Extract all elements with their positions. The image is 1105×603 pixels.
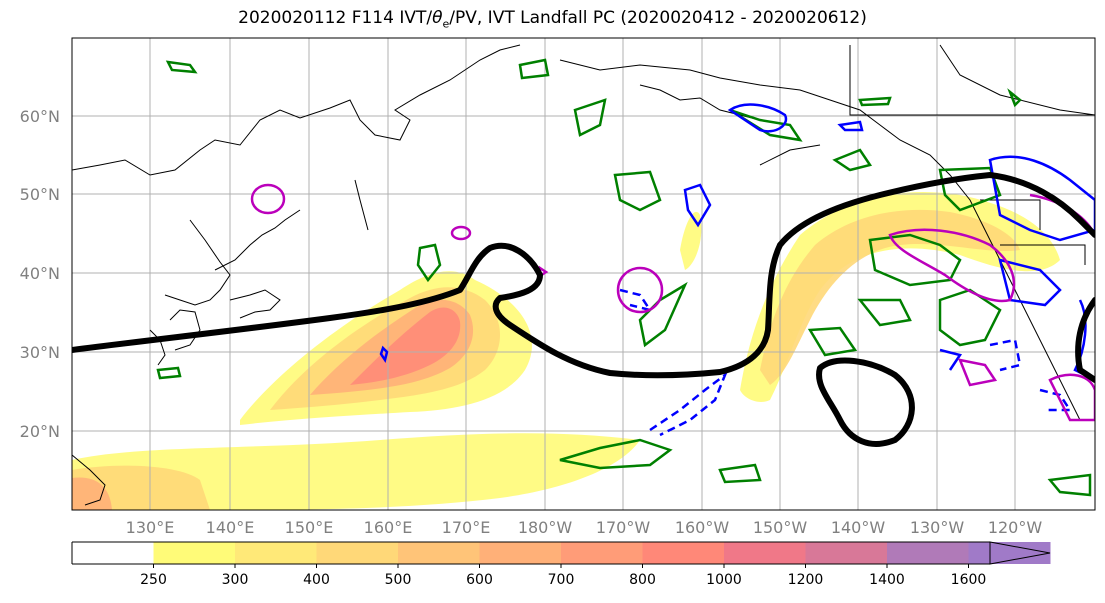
lat-label: 20°N xyxy=(20,422,60,441)
pv-contours xyxy=(72,172,1095,447)
colorbar-segment xyxy=(235,542,317,564)
coastlines xyxy=(72,44,1095,506)
colorbar-tick-label: 700 xyxy=(548,572,575,588)
colorbar-tick-label: 800 xyxy=(629,572,656,588)
map-frame xyxy=(71,37,1096,511)
lon-labels: 130°E 140°E 150°E 160°E 170°E 180°W 170°… xyxy=(126,518,1043,537)
colorbar-tick-label: 1000 xyxy=(706,572,742,588)
lon-label: 170°E xyxy=(442,518,491,537)
colorbar-segment xyxy=(153,542,236,564)
colorbar-tick-label: 1200 xyxy=(788,572,824,588)
colorbar-tick-label: 300 xyxy=(222,572,249,588)
lon-label: 170°W xyxy=(596,518,651,537)
blue-contours xyxy=(379,103,1095,437)
lon-label: 160°W xyxy=(675,518,730,537)
lon-label: 160°E xyxy=(364,518,413,537)
lat-label: 50°N xyxy=(20,185,60,204)
colorbar-segment xyxy=(887,542,969,564)
colorbar-outline xyxy=(71,541,990,565)
colorbar-tick-label: 250 xyxy=(140,572,167,588)
colorbar-segment xyxy=(724,542,806,564)
colorbar-segment xyxy=(479,542,562,564)
lon-label: 150°E xyxy=(285,518,334,537)
lon-label: 180°W xyxy=(518,518,573,537)
colorbar-tick-label: 400 xyxy=(303,572,330,588)
colorbar-tick-label: 600 xyxy=(466,572,493,588)
lon-label: 140°E xyxy=(206,518,255,537)
colorbar-extend-arrow xyxy=(989,541,1051,565)
colorbar-segment xyxy=(642,542,725,564)
colorbar-segment xyxy=(398,542,480,564)
colorbar: 250 300 400 500 600 700 800 1000 1200 1400 1600 xyxy=(71,541,1051,588)
lon-label: 130°W xyxy=(910,518,965,537)
colorbar-tick-label: 1600 xyxy=(951,572,987,588)
lat-label: 40°N xyxy=(20,264,60,283)
colorbar-segment xyxy=(561,542,643,564)
lat-label: 30°N xyxy=(20,343,60,362)
colorbar-segment xyxy=(72,542,154,564)
lat-label: 60°N xyxy=(20,107,60,126)
lon-label: 140°W xyxy=(831,518,886,537)
colorbar-segment xyxy=(805,542,888,564)
lon-label: 150°W xyxy=(753,518,808,537)
colorbar-tick-label: 1400 xyxy=(869,572,905,588)
lon-label: 120°W xyxy=(988,518,1043,537)
map-title: 2020020112 F114 IVT/θe/PV, IVT Landfall … xyxy=(238,8,867,31)
colorbar-segment xyxy=(316,542,399,564)
lat-labels: 60°N 50°N 40°N 30°N 20°N xyxy=(20,107,60,441)
lon-label: 130°E xyxy=(126,518,175,537)
colorbar-tick-label: 500 xyxy=(385,572,412,588)
